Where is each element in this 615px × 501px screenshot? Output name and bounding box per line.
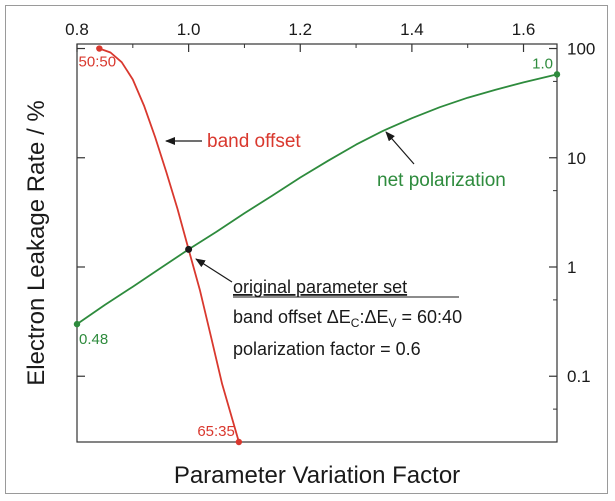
point-label: 50:50 (79, 54, 117, 71)
x-tick-label: 1.0 (177, 20, 201, 39)
endpoint-marker (553, 71, 561, 78)
intersection-marker (185, 245, 193, 253)
endpoint-marker (96, 45, 103, 52)
x-tick-label: 1.4 (400, 20, 424, 39)
x-axis-ticks: 0.8 1.0 1.2 1.4 1.6 (65, 20, 535, 52)
point-label: 0.48 (79, 331, 108, 348)
point-label: 1.0 (532, 55, 553, 72)
sub-c: C (351, 316, 360, 330)
series-group (76, 47, 558, 443)
x-tick-label: 1.2 (288, 20, 312, 39)
band-offset-ratio-text: band offset ΔEC:ΔEV = 60:40 (233, 307, 462, 330)
series-line-band-offset (98, 47, 240, 443)
x-tick-label: 0.8 (65, 20, 89, 39)
y-tick-label: 10 (567, 149, 586, 168)
series-line-net-polarization (76, 73, 558, 325)
net-polarization-arrow (385, 131, 415, 165)
point-markers: 50:50 65:35 0.48 1.0 (73, 45, 561, 446)
sub-v: V (389, 316, 397, 330)
net-polarization-label: net polarization (377, 170, 506, 191)
delta-ev: ΔE (364, 307, 388, 327)
endpoint-marker (73, 320, 81, 328)
y-tick-label: 100 (567, 40, 595, 59)
polarization-factor-text: polarization factor = 0.6 (233, 339, 421, 359)
original-set-arrow (195, 258, 233, 283)
y-axis-ticks: 0.1 1 10 100 (77, 40, 595, 410)
delta-ec: ΔE (327, 307, 351, 327)
x-axis-title: Parameter Variation Factor (174, 462, 460, 489)
band-offset-label: band offset (207, 131, 301, 152)
endpoint-marker (235, 438, 243, 446)
point-label: 65:35 (197, 423, 235, 440)
ratio-colon: : (359, 307, 364, 327)
y-tick-label: 1 (567, 258, 576, 277)
x-tick-label: 1.6 (512, 20, 536, 39)
y-tick-label: 0.1 (567, 367, 591, 386)
figure-frame (5, 5, 608, 494)
original-set-title: original parameter set (233, 277, 407, 297)
y-axis-title: Electron Leakage Rate / % (23, 100, 50, 386)
ratio-prefix: band offset (233, 307, 327, 327)
ratio-suffix: = 60:40 (397, 307, 463, 327)
plot-area-frame (76, 43, 558, 443)
